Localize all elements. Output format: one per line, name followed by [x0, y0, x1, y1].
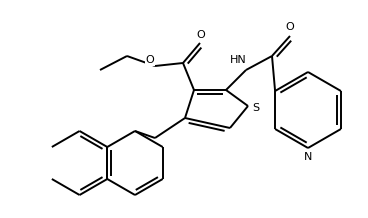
Text: O: O [197, 30, 205, 40]
Text: HN: HN [230, 55, 246, 65]
Text: O: O [146, 55, 154, 65]
Text: N: N [304, 152, 312, 162]
Text: S: S [252, 103, 259, 113]
Text: O: O [286, 22, 294, 32]
